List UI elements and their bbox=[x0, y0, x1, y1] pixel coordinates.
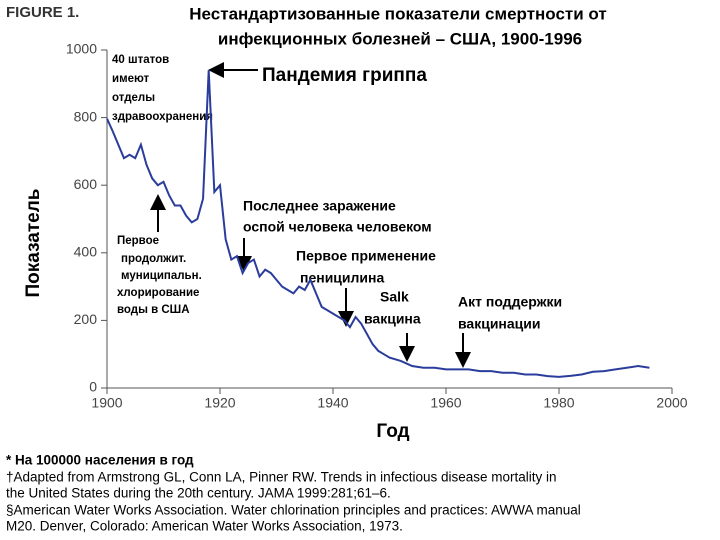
annotation: пеницилина bbox=[300, 270, 384, 286]
annotation: вакцина bbox=[364, 311, 421, 327]
annotation: 40 штатов bbox=[112, 54, 169, 66]
y-tick-label: 800 bbox=[74, 108, 98, 124]
footnote: * На 100000 населения в год bbox=[6, 453, 194, 468]
footnote: the United States during the 20th centur… bbox=[6, 486, 391, 501]
annotation: Первое bbox=[117, 235, 159, 247]
annotation: хлорирование bbox=[117, 287, 199, 299]
figure-label: FIGURE 1. bbox=[6, 4, 79, 21]
annotation: Последнее заражение bbox=[243, 198, 396, 214]
annotation: вакцинации bbox=[458, 316, 541, 332]
annotation: здравоохранения bbox=[112, 111, 213, 123]
data-line bbox=[106, 70, 650, 378]
y-tick-label: 400 bbox=[74, 244, 98, 260]
x-tick-label: 1900 bbox=[91, 395, 122, 411]
annotation: имеют bbox=[112, 73, 150, 85]
annotation: продолжит. bbox=[121, 253, 186, 265]
annotation: оспой человека человеком bbox=[243, 219, 432, 235]
annotation: Первое применение bbox=[296, 248, 436, 264]
y-axis-label: Показатель bbox=[23, 189, 44, 298]
x-tick-label: 1980 bbox=[543, 395, 574, 411]
x-tick-label: 1920 bbox=[204, 395, 235, 411]
chart-title: инфекционных болезней – США, 1900-1996 bbox=[218, 29, 582, 48]
footnote: M20. Denver, Colorado: American Water Wo… bbox=[6, 519, 403, 534]
annotation: Salk bbox=[380, 289, 409, 305]
x-tick-label: 1940 bbox=[317, 395, 348, 411]
annotation: Акт поддержки bbox=[458, 294, 562, 310]
annotation: муниципальн. bbox=[121, 270, 202, 282]
y-tick-label: 0 bbox=[89, 379, 97, 395]
annotation: отделы bbox=[112, 92, 155, 104]
y-tick-label: 200 bbox=[74, 311, 98, 327]
y-tick-label: 600 bbox=[74, 176, 98, 192]
x-axis-label: Год bbox=[376, 421, 409, 442]
x-tick-label: 1960 bbox=[430, 395, 461, 411]
footnote: §American Water Works Association. Water… bbox=[6, 503, 581, 518]
annotation: Пандемия гриппа bbox=[262, 65, 427, 86]
footnote: †Adapted from Armstrong GL, Conn LA, Pin… bbox=[6, 470, 557, 485]
annotation: воды в США bbox=[117, 304, 190, 316]
y-tick-label: 1000 bbox=[66, 41, 97, 57]
x-tick-label: 2000 bbox=[656, 395, 687, 411]
chart-title: Нестандартизованные показатели смертност… bbox=[189, 4, 606, 23]
